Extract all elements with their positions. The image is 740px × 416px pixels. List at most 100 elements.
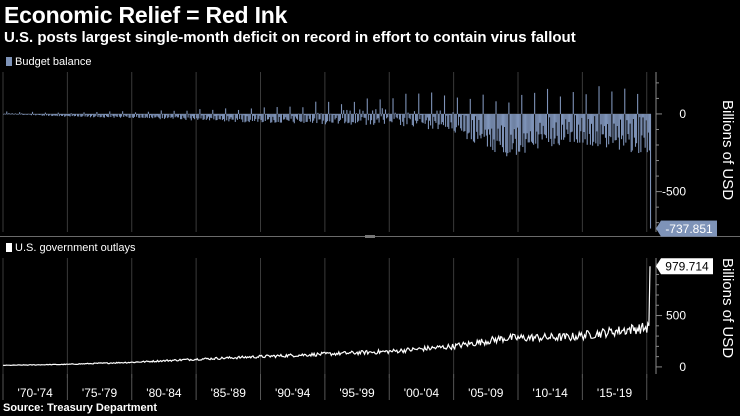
budget-bar <box>426 113 428 118</box>
x-tick-label: '70-'74 <box>18 386 54 400</box>
budget-bar <box>508 102 510 114</box>
budget-bar <box>266 113 269 120</box>
budget-bar <box>140 113 142 115</box>
budget-bar <box>538 113 540 135</box>
budget-bar <box>177 113 179 118</box>
budget-bar <box>379 99 381 114</box>
budget-bar <box>478 113 480 120</box>
budget-bar <box>280 113 282 123</box>
x-tick-label: '15-'19 <box>597 386 633 400</box>
budget-bar <box>15 113 17 115</box>
budget-bar <box>126 113 128 117</box>
budget-bar <box>18 113 20 115</box>
budget-bar <box>58 113 60 117</box>
budget-bar <box>33 113 35 115</box>
budget-bar <box>469 98 471 114</box>
budget-bar <box>205 113 207 120</box>
budget-bar <box>563 113 565 140</box>
budget-bar <box>442 113 444 126</box>
budget-bar <box>46 113 49 115</box>
budget-bar <box>222 113 225 120</box>
budget-bar <box>449 113 451 116</box>
budget-bar <box>468 113 470 133</box>
budget-bar <box>554 113 556 139</box>
budget-bar <box>178 113 181 115</box>
budget-bar <box>378 113 380 123</box>
budget-bar <box>394 112 396 114</box>
budget-bar <box>362 110 364 114</box>
budget-bar <box>262 113 264 122</box>
budget-bar <box>363 113 365 118</box>
budget-bar <box>384 109 387 114</box>
budget-bar <box>358 113 360 121</box>
x-tick-label: '85-'89 <box>211 386 247 400</box>
budget-bar <box>77 113 79 117</box>
budget-bar <box>389 113 391 122</box>
budget-bar <box>544 113 546 136</box>
budget-bar <box>108 113 110 118</box>
budget-bar <box>413 111 416 114</box>
budget-bar <box>405 93 407 114</box>
budget-bar <box>136 113 138 117</box>
budget-bar <box>318 113 320 120</box>
budget-bar <box>526 113 528 134</box>
budget-bar <box>101 113 103 116</box>
budget-bar <box>529 113 531 132</box>
budget-bar <box>375 109 377 114</box>
budget-bar <box>55 113 57 116</box>
budget-bar <box>624 88 626 114</box>
budget-bar <box>145 113 147 117</box>
budget-bar <box>288 113 290 121</box>
budget-bar <box>344 113 346 124</box>
budget-bar <box>457 113 460 126</box>
divider-handle[interactable] <box>365 235 375 238</box>
budget-bar <box>146 113 148 118</box>
budget-bar <box>340 104 343 114</box>
budget-bar <box>483 113 485 137</box>
budget-bar <box>248 113 250 123</box>
budget-bar <box>637 93 639 114</box>
budget-bar <box>188 113 190 115</box>
budget-bar <box>642 113 644 118</box>
budget-bar <box>147 111 149 114</box>
budget-bar <box>300 113 302 122</box>
budget-bar <box>296 113 299 120</box>
budget-bar <box>600 113 602 125</box>
budget-bar <box>361 113 363 118</box>
budget-bar <box>486 113 488 147</box>
budget-bar <box>281 113 284 115</box>
budget-bar <box>289 106 291 114</box>
budget-bar <box>182 113 184 116</box>
x-tick-label: '90-'94 <box>275 386 311 400</box>
budget-bar <box>577 113 579 143</box>
outlays-last-value: 979.714 <box>665 260 709 274</box>
budget-bar <box>259 113 261 116</box>
budget-bar <box>132 113 134 118</box>
budget-bar <box>167 113 169 119</box>
budget-bar <box>245 113 247 122</box>
budget-bar <box>123 113 125 117</box>
budget-bar <box>286 113 288 120</box>
budget-bar <box>416 113 418 124</box>
budget-bar <box>632 113 634 120</box>
budget-bar <box>231 113 233 120</box>
budget-bar <box>201 113 203 116</box>
budget-bar <box>589 113 591 145</box>
budget-bar <box>507 113 509 154</box>
budget-bar <box>595 113 597 144</box>
budget-bar <box>83 112 85 114</box>
budget-bar <box>215 113 217 121</box>
budget-bar <box>333 113 335 115</box>
budget-bar <box>522 113 524 147</box>
budget-bar <box>617 113 619 138</box>
budget-bar <box>246 113 248 117</box>
budget-bar <box>424 113 426 124</box>
budget-bar <box>433 113 435 117</box>
budget-bar <box>643 113 645 138</box>
budget-bar <box>510 113 512 135</box>
budget-bar <box>104 113 107 115</box>
budget-bar <box>571 113 573 132</box>
budget-bar <box>70 113 72 114</box>
budget-bar <box>586 113 588 145</box>
budget-balance-panel: Budget balance Billions of USD 0 -500 -737… <box>2 56 736 237</box>
